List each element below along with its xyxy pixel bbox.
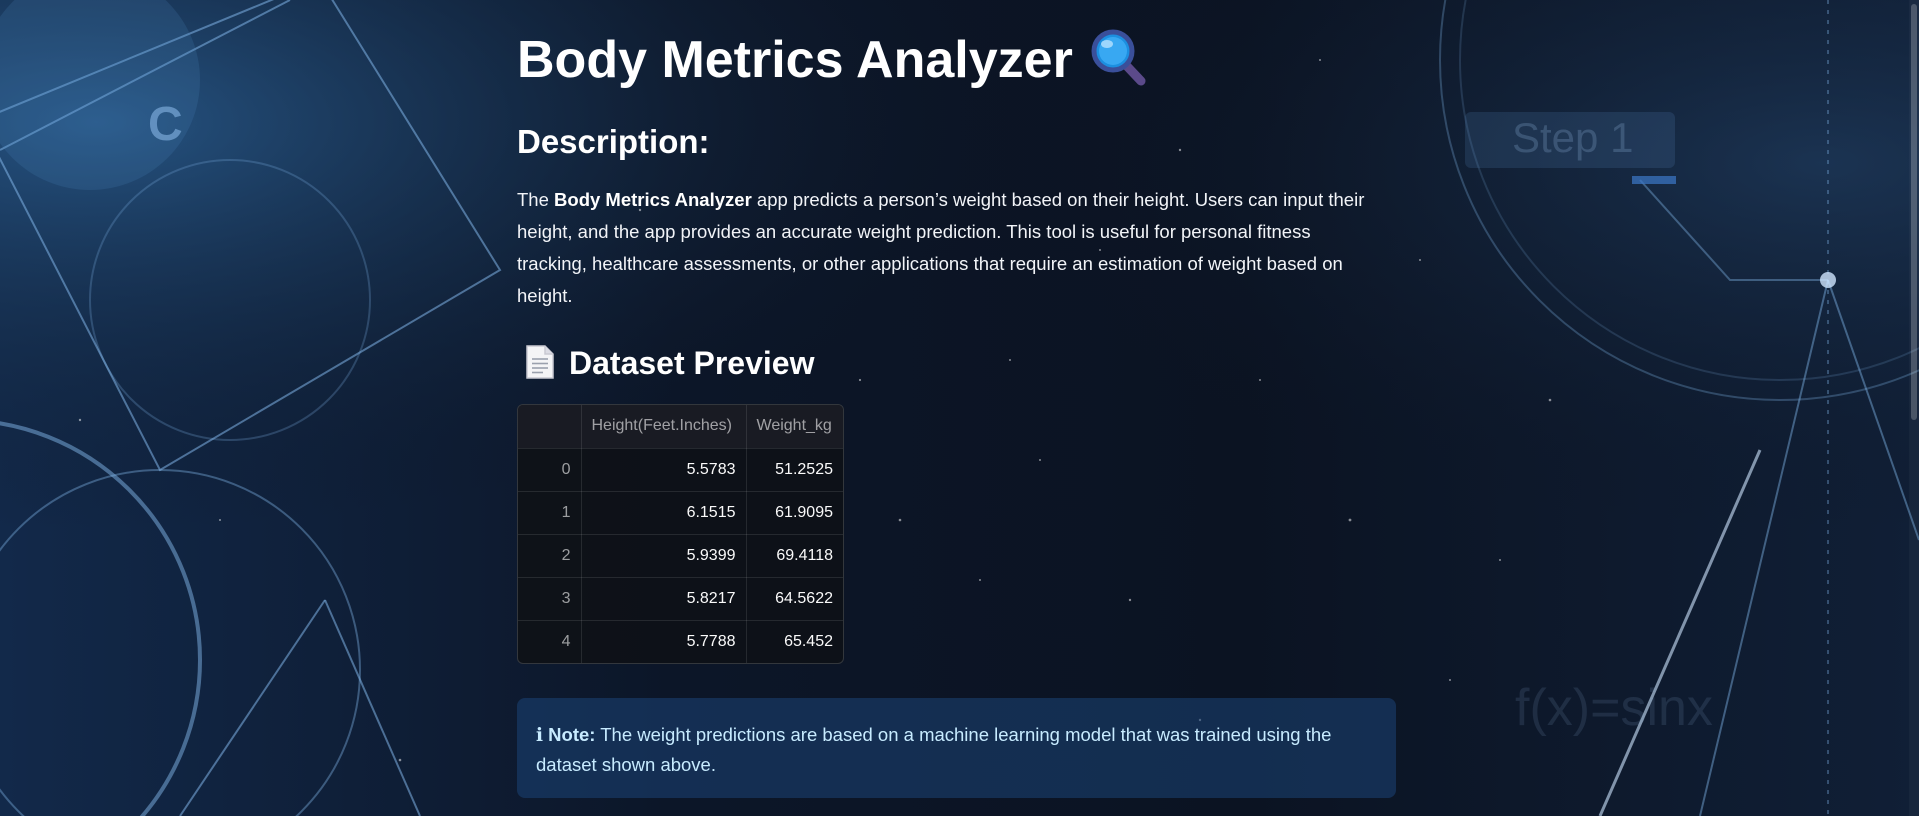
note-label: Note: xyxy=(548,724,596,745)
height-cell[interactable]: 5.5783 xyxy=(581,448,747,492)
note-text: The weight predictions are based on a ma… xyxy=(536,724,1332,775)
table-row: 4 5.7788 65.452 xyxy=(518,620,843,663)
weight-cell[interactable]: 64.5622 xyxy=(746,577,843,621)
background-glyph-c: C xyxy=(148,98,183,151)
row-index-cell: 1 xyxy=(518,491,582,535)
row-index-cell: 3 xyxy=(518,577,582,621)
height-cell[interactable]: 5.8217 xyxy=(581,577,747,621)
description-text-end: app predicts a person’s weight based on … xyxy=(517,189,1365,306)
weight-cell[interactable]: 51.2525 xyxy=(746,448,843,492)
table-row: 1 6.1515 61.9095 xyxy=(518,491,843,535)
description-app-name: Body Metrics Analyzer xyxy=(554,189,752,210)
height-cell[interactable]: 5.7788 xyxy=(581,620,747,663)
column-header-weight[interactable]: Weight_kg xyxy=(746,405,843,449)
description-heading: Description: xyxy=(517,123,710,160)
height-cell[interactable]: 5.9399 xyxy=(581,534,747,578)
table-row: 0 5.5783 51.2525 xyxy=(518,448,843,492)
table-row: 3 5.8217 64.5622 xyxy=(518,577,843,621)
page-title-text: Body Metrics Analyzer xyxy=(517,31,1073,89)
row-index-cell: 2 xyxy=(518,534,582,578)
document-icon xyxy=(525,344,555,380)
weight-cell[interactable]: 61.9095 xyxy=(746,491,843,535)
info-icon: ℹ xyxy=(536,724,544,745)
dataset-table[interactable]: Height(Feet.Inches) Weight_kg 0 5.5783 5… xyxy=(517,404,844,664)
height-cell[interactable]: 6.1515 xyxy=(581,491,747,535)
description-paragraph: The Body Metrics Analyzer app predicts a… xyxy=(517,184,1377,312)
background-step-label: Step 1 xyxy=(1512,114,1633,161)
row-index-cell: 0 xyxy=(518,448,582,492)
weight-cell[interactable]: 69.4118 xyxy=(746,534,843,578)
info-note-box: ℹ Note: The weight predictions are based… xyxy=(517,698,1396,798)
background-formula: f(x)=sinx xyxy=(1515,679,1713,737)
column-header-index[interactable] xyxy=(518,405,582,449)
column-header-height[interactable]: Height(Feet.Inches) xyxy=(581,405,747,449)
table-header-row: Height(Feet.Inches) Weight_kg xyxy=(518,405,843,449)
table-row: 2 5.9399 69.4118 xyxy=(518,534,843,578)
description-text-start: The xyxy=(517,189,555,210)
page-title: Body Metrics Analyzer xyxy=(517,26,1147,94)
page-scrollbar[interactable] xyxy=(1909,0,1919,816)
scrollbar-thumb[interactable] xyxy=(1911,4,1917,420)
magnifying-glass-icon xyxy=(1091,29,1147,87)
row-index-cell: 4 xyxy=(518,620,582,663)
dataset-preview-heading: Dataset Preview xyxy=(517,340,814,386)
weight-cell[interactable]: 65.452 xyxy=(784,632,833,650)
dataset-preview-title: Dataset Preview xyxy=(569,345,815,381)
